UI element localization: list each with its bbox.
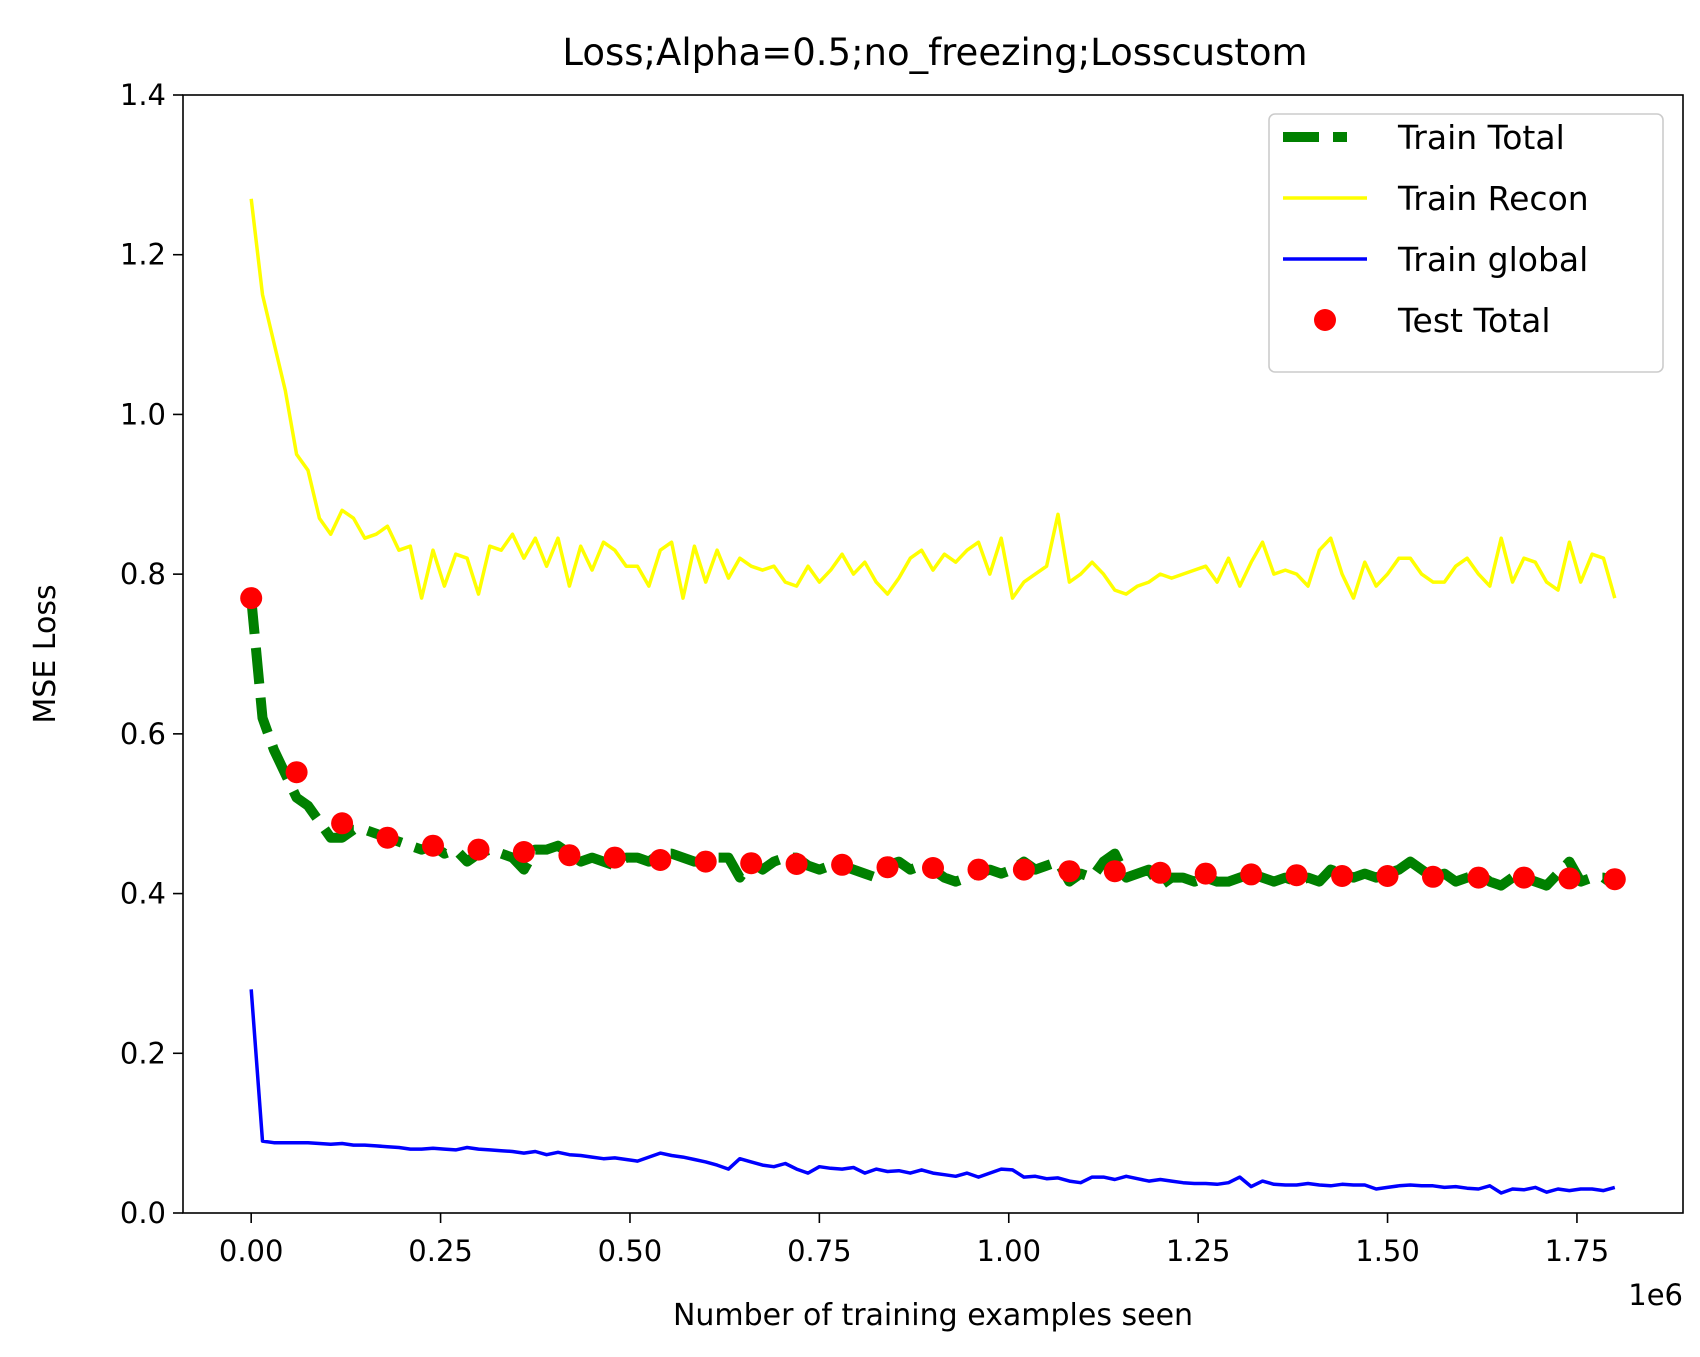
data-point <box>467 838 490 861</box>
x-tick-label: 0.25 <box>408 1234 473 1268</box>
legend-label: Train global <box>1397 240 1588 279</box>
y-tick-label: 1.0 <box>120 397 166 431</box>
legend-entry-train-global: Train global <box>1283 240 1588 279</box>
series-line-train-global <box>249 989 1616 1195</box>
x-axis-offset-label: 1e6 <box>1628 1278 1683 1312</box>
data-point <box>1558 867 1581 890</box>
y-tick-label: 1.4 <box>120 78 166 112</box>
data-point <box>740 852 763 875</box>
data-point <box>240 587 263 610</box>
chart-title: Loss;Alpha=0.5;no_freezing;Losscustom <box>562 31 1307 74</box>
x-axis-label: Number of training examples seen <box>673 1298 1193 1333</box>
legend-entry-test-total: Test Total <box>1314 301 1551 340</box>
data-point <box>922 857 944 879</box>
x-tick-label: 1.50 <box>1355 1234 1420 1268</box>
data-point <box>876 856 899 879</box>
y-tick-label: 0.6 <box>120 717 166 751</box>
data-point <box>831 853 854 876</box>
data-point <box>967 858 990 881</box>
legend-label: Train Total <box>1397 118 1565 157</box>
legend: Train Total Train Recon Train global Test T… <box>1268 113 1664 373</box>
data-point <box>1240 863 1263 886</box>
data-point <box>1331 865 1354 887</box>
data-point <box>1012 858 1035 881</box>
data-point <box>285 761 308 784</box>
series-line-train-recon <box>249 198 1617 600</box>
legend-marker <box>1314 309 1336 331</box>
series-layer <box>240 198 1626 1195</box>
legend-entry-train-total: Train Total <box>1283 118 1565 157</box>
data-point <box>1422 865 1444 888</box>
y-tick-label: 1.2 <box>120 238 166 272</box>
y-tick-label: 0.0 <box>120 1196 166 1230</box>
series-test-total <box>240 587 1626 891</box>
x-tick-label: 0.50 <box>598 1234 663 1268</box>
data-point <box>331 812 354 835</box>
data-point <box>1603 868 1626 891</box>
y-tick-label: 0.2 <box>120 1036 166 1070</box>
data-point <box>1149 861 1172 884</box>
data-point <box>1058 860 1081 883</box>
data-point <box>376 826 399 849</box>
legend-entries: Train Total Train Recon Train global Test T… <box>1283 118 1589 340</box>
data-point <box>512 841 535 863</box>
x-tick-label: 1.25 <box>1166 1234 1231 1268</box>
data-point <box>1512 866 1535 889</box>
x-tick-label: 0.75 <box>787 1234 852 1268</box>
data-point <box>1103 860 1126 883</box>
data-point <box>694 850 717 873</box>
y-axis-label: MSE Loss <box>28 584 63 723</box>
data-point <box>1285 864 1308 887</box>
legend-entry-train-recon: Train Recon <box>1283 179 1589 218</box>
data-point <box>1194 862 1217 885</box>
x-tick-label: 0.00 <box>219 1234 284 1268</box>
data-point <box>422 834 444 857</box>
legend-label: Train Recon <box>1397 179 1589 218</box>
plot-frame <box>182 94 1684 1214</box>
legend-box <box>1268 113 1664 373</box>
x-tick-label: 1.00 <box>976 1234 1041 1268</box>
data-point <box>1376 865 1399 887</box>
data-point <box>785 853 808 875</box>
legend-label: Test Total <box>1397 301 1551 340</box>
data-point <box>649 849 672 871</box>
x-tick-label: 1.75 <box>1545 1234 1610 1268</box>
data-point <box>1467 866 1490 889</box>
y-axis: 0.0 0.2 0.4 0.6 0.8 1.0 1.2 1.4 <box>120 78 183 1230</box>
data-point <box>558 844 581 867</box>
data-point <box>603 846 626 869</box>
y-tick-label: 0.4 <box>120 877 166 911</box>
x-axis: 0.00 0.25 0.50 0.75 1.00 1.25 1.50 1.75 <box>219 1213 1609 1268</box>
y-tick-label: 0.8 <box>120 557 166 591</box>
